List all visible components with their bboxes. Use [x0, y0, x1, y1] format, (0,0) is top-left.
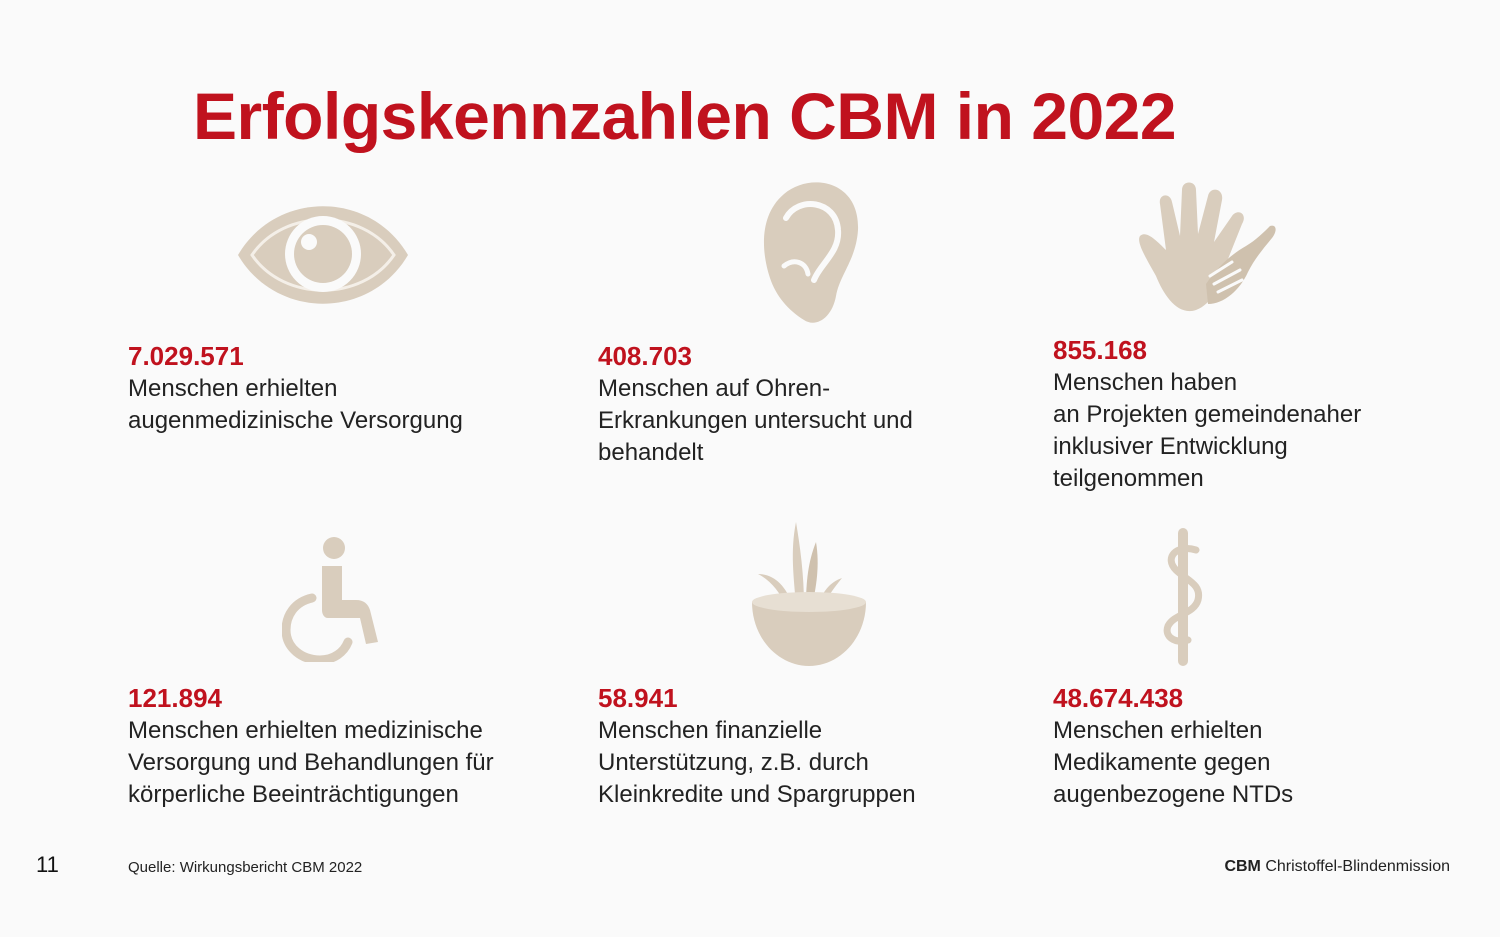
stat-description: Menschen haben an Projekten gemeindenahe… — [1053, 369, 1362, 492]
stat-description: Menschen erhielten medizinische Versorgu… — [128, 717, 494, 808]
wheelchair-icon — [282, 537, 378, 662]
grain-bowl-icon — [752, 522, 866, 666]
stat-number: 121.894 — [128, 683, 222, 713]
stat-description: Menschen finanzielle Unterstützung, z.B.… — [598, 717, 916, 808]
brand-name: Christoffel-Blindenmission — [1265, 858, 1450, 875]
page-number: 11 — [36, 852, 59, 877]
stat-inclusive-development: 855.168 Menschen haben an Projekten geme… — [1053, 333, 1473, 495]
stat-description: Menschen auf Ohren- Erkrankungen untersu… — [598, 375, 913, 466]
brand-short: CBM — [1224, 858, 1261, 875]
stat-eye-care: 7.029.571 Menschen erhielten augenmedizi… — [128, 339, 548, 437]
hands-icon — [1139, 182, 1276, 312]
stat-medication-ntds: 48.674.438 Menschen erhielten Medikament… — [1053, 681, 1453, 811]
stat-description: Menschen erhielten Medikamente gegen aug… — [1053, 717, 1294, 808]
stat-number: 58.941 — [598, 683, 678, 713]
stat-number: 855.168 — [1053, 335, 1147, 365]
page-title: Erfolgskennzahlen CBM in 2022 — [193, 79, 1177, 153]
stat-number: 408.703 — [598, 341, 692, 371]
stat-financial-support: 58.941 Menschen finanzielle Unterstützun… — [598, 681, 998, 811]
source-note: Quelle: Wirkungsbericht CBM 2022 — [128, 859, 363, 876]
eye-icon — [238, 206, 408, 304]
ear-icon — [763, 182, 859, 323]
caduceus-icon — [1163, 528, 1203, 666]
stat-physical-disabilities: 121.894 Menschen erhielten medizinische … — [128, 681, 568, 811]
stat-description: Menschen erhielten augenmedizinische Ver… — [128, 375, 463, 434]
stat-number: 7.029.571 — [128, 341, 244, 371]
brand-footer: CBM Christoffel-Blindenmission — [1224, 858, 1450, 876]
stat-number: 48.674.438 — [1053, 683, 1184, 713]
stat-ear-care: 408.703 Menschen auf Ohren- Erkrankungen… — [598, 339, 998, 469]
